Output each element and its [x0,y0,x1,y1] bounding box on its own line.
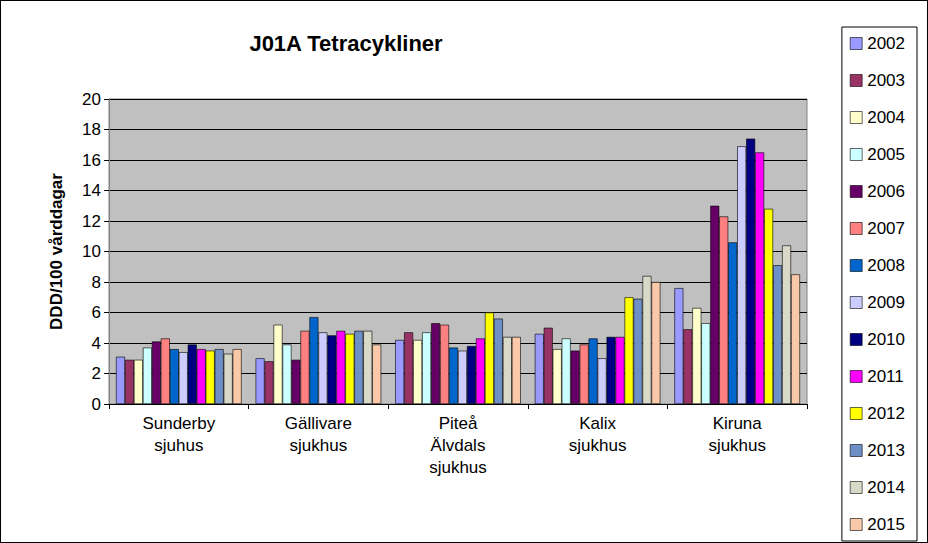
svg-text:14: 14 [82,181,101,200]
svg-text:2004: 2004 [867,108,905,127]
svg-text:Kiruna: Kiruna [713,414,763,433]
svg-text:16: 16 [82,151,101,170]
svg-text:Piteå: Piteå [439,414,478,433]
svg-text:sjukhus: sjukhus [708,436,766,455]
svg-text:DDD/100 vårddagar: DDD/100 vårddagar [47,173,66,330]
svg-text:10: 10 [82,242,101,261]
svg-text:Sunderby: Sunderby [142,414,215,433]
svg-text:0: 0 [92,395,101,414]
svg-text:4: 4 [92,334,101,353]
svg-text:J01A Tetracykliner: J01A Tetracykliner [249,31,443,56]
svg-text:2007: 2007 [867,219,905,238]
svg-text:Kalix: Kalix [579,414,616,433]
svg-text:12: 12 [82,212,101,231]
svg-text:Älvdals: Älvdals [431,436,486,455]
svg-text:2002: 2002 [867,34,905,53]
svg-text:2006: 2006 [867,182,905,201]
svg-text:2008: 2008 [867,256,905,275]
svg-text:2011: 2011 [867,367,904,386]
svg-text:2014: 2014 [867,478,905,497]
svg-text:sjukhus: sjukhus [429,458,487,477]
svg-text:8: 8 [92,273,101,292]
svg-text:6: 6 [92,303,101,322]
svg-text:2010: 2010 [867,330,905,349]
svg-text:20: 20 [82,90,101,109]
svg-text:2003: 2003 [867,71,905,90]
svg-text:18: 18 [82,120,101,139]
svg-text:sjukhus: sjukhus [290,436,348,455]
svg-text:2: 2 [92,364,101,383]
svg-text:2013: 2013 [867,441,905,460]
svg-text:2012: 2012 [867,404,905,423]
svg-text:2009: 2009 [867,293,905,312]
svg-text:sjukhus: sjukhus [569,436,627,455]
svg-text:2015: 2015 [867,515,905,534]
svg-text:Gällivare: Gällivare [285,414,352,433]
svg-text:sjuhus: sjuhus [154,436,203,455]
svg-text:2005: 2005 [867,145,905,164]
